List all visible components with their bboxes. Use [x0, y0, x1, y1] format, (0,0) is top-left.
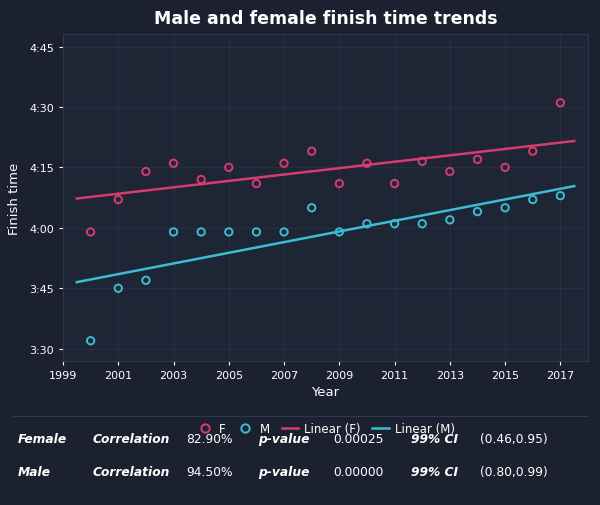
Point [418, 220, 427, 228]
Point [141, 168, 151, 176]
Point [390, 220, 400, 228]
Text: p-value: p-value [258, 465, 310, 478]
Point [279, 160, 289, 168]
Point [196, 176, 206, 184]
Text: 0.00000: 0.00000 [333, 465, 383, 478]
Legend: F, M, Linear (F), Linear (M): F, M, Linear (F), Linear (M) [191, 418, 460, 440]
Point [224, 164, 233, 172]
Text: 82.90%: 82.90% [186, 432, 233, 445]
Text: Female: Female [18, 432, 67, 445]
Point [335, 180, 344, 188]
Point [445, 168, 455, 176]
Text: 99% CI: 99% CI [411, 432, 458, 445]
Text: Correlation: Correlation [93, 432, 170, 445]
Text: (0.46,0.95): (0.46,0.95) [480, 432, 548, 445]
Point [307, 205, 316, 213]
Text: 94.50%: 94.50% [186, 465, 233, 478]
Point [86, 337, 95, 345]
Point [528, 196, 538, 204]
Point [86, 228, 95, 236]
Point [307, 148, 316, 156]
Point [169, 160, 178, 168]
Title: Male and female finish time trends: Male and female finish time trends [154, 10, 497, 28]
Point [473, 156, 482, 164]
Point [390, 180, 400, 188]
Point [556, 192, 565, 200]
Text: (0.80,0.99): (0.80,0.99) [480, 465, 548, 478]
Text: p-value: p-value [258, 432, 310, 445]
Point [362, 220, 372, 228]
Text: 0.00025: 0.00025 [333, 432, 383, 445]
Text: 99% CI: 99% CI [411, 465, 458, 478]
Point [335, 228, 344, 236]
Point [196, 228, 206, 236]
Point [141, 277, 151, 285]
Point [418, 158, 427, 166]
Point [251, 180, 261, 188]
Text: Correlation: Correlation [93, 465, 170, 478]
Point [362, 160, 372, 168]
Point [528, 148, 538, 156]
Point [473, 208, 482, 216]
Y-axis label: Finish time: Finish time [8, 162, 21, 234]
X-axis label: Year: Year [311, 386, 340, 398]
Point [556, 99, 565, 108]
Point [279, 228, 289, 236]
Text: Male: Male [18, 465, 51, 478]
Point [113, 285, 123, 293]
Point [500, 164, 510, 172]
Point [224, 228, 233, 236]
Point [445, 216, 455, 224]
Point [169, 228, 178, 236]
Point [113, 196, 123, 204]
Point [251, 228, 261, 236]
Point [500, 205, 510, 213]
